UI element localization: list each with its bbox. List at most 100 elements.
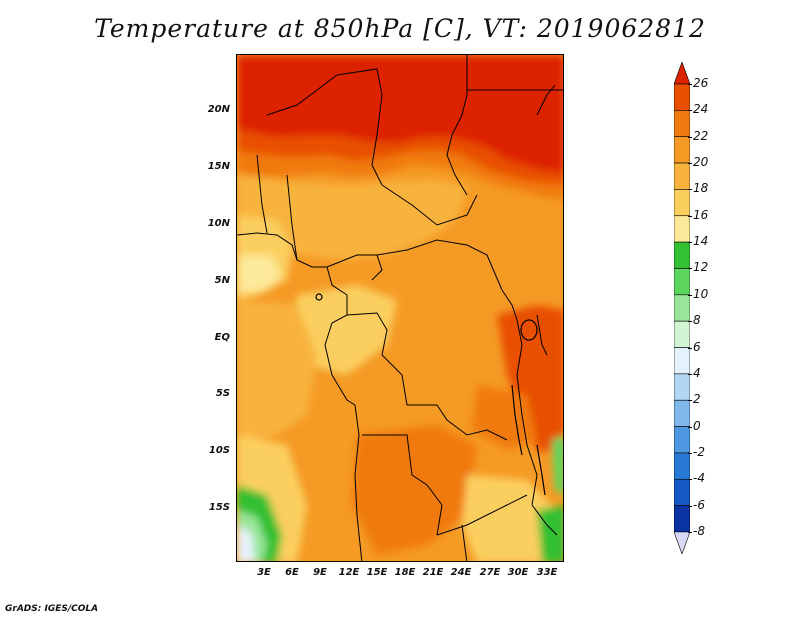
colorbar-swatch (674, 320, 690, 348)
colorbar-swatch (674, 268, 690, 296)
colorbar-tick (688, 426, 692, 428)
lat-label: 10N (207, 218, 230, 229)
field-18-20-coast (237, 300, 317, 445)
colorbar-swatch (674, 478, 690, 506)
lon-label: 15E (366, 567, 388, 578)
border-angola (362, 434, 443, 536)
lon-label: 18E (394, 567, 416, 578)
border-lakes (516, 374, 538, 506)
colorbar-tick (688, 479, 692, 481)
lat-label: 10S (208, 445, 230, 456)
colorbar-swatch (674, 505, 690, 533)
colorbar-label: -8 (693, 524, 705, 538)
lon-label: 6E (285, 567, 299, 578)
grads-credit: GrADS: IGES/COLA (5, 604, 99, 614)
colorbar-tick (688, 110, 692, 112)
border-uganda (501, 289, 523, 376)
border-car (376, 239, 503, 291)
colorbar-swatch (674, 426, 690, 454)
field-18-20-sahel (237, 175, 467, 260)
colorbar-tick (688, 136, 692, 138)
lon-label: 24E (450, 567, 472, 578)
colorbar-label: 26 (693, 76, 709, 90)
colorbar-tick (688, 163, 692, 165)
colorbar-label: 20 (693, 155, 709, 170)
colorbar-swatch (674, 452, 690, 480)
country-borders (237, 55, 563, 561)
colorbar-label: 0 (693, 418, 701, 433)
lat-label: 20N (207, 104, 230, 115)
colorbar-tick (688, 242, 692, 244)
border-sahel (381, 184, 478, 226)
field-22-south (352, 425, 477, 555)
colorbar-swatch (674, 189, 690, 217)
colorbar-swatch (674, 83, 690, 111)
lat-label: 15S (208, 502, 230, 513)
colorbar-tick (688, 347, 692, 349)
lon-label: 27E (479, 567, 501, 578)
lat-label: 15N (207, 161, 230, 172)
border-west-1 (256, 154, 268, 234)
colorbar-tick (688, 215, 692, 217)
colorbar-label: -6 (693, 497, 705, 512)
border-north-west (266, 74, 338, 116)
colorbar-label: 12 (693, 260, 709, 275)
lon-label: 33E (536, 567, 558, 578)
colorbar-label: 8 (693, 313, 701, 328)
colorbar-swatch (674, 294, 690, 322)
lat-label: 5N (214, 275, 230, 286)
colorbar-label: 18 (693, 181, 709, 196)
lake-small-1 (315, 293, 323, 301)
colorbar-swatch (674, 110, 690, 138)
colorbar-label: 2 (693, 392, 701, 407)
temperature-map (236, 54, 564, 562)
field-6-8-sw (237, 525, 255, 561)
colorbar-tick (688, 452, 692, 454)
field-24-east (497, 305, 563, 455)
colorbar-tick (688, 373, 692, 375)
colorbar-tick (688, 294, 692, 296)
lat-label: 5S (215, 388, 230, 399)
lon-label: 9E (313, 567, 327, 578)
colorbar-swatch (674, 373, 690, 401)
border-congo (346, 312, 408, 406)
colorbar-tick (688, 532, 692, 533)
coast-redsea (536, 84, 556, 116)
colorbar-label: 14 (693, 234, 709, 249)
border-drc-south (407, 404, 508, 441)
colorbar-label: -4 (693, 471, 705, 486)
border-north-1 (336, 68, 383, 186)
colorbar-swatch (674, 162, 690, 190)
colorbar-label: 10 (693, 286, 709, 301)
field-26 (237, 55, 563, 173)
colorbar-tick (688, 321, 692, 323)
colorbar-tick (688, 400, 692, 402)
lake-malawi (536, 444, 546, 496)
border-mozambique (531, 504, 558, 536)
field-14-16-west (237, 255, 282, 293)
colorbar-label: 16 (693, 207, 709, 222)
border-south (461, 524, 468, 561)
lakes (315, 293, 546, 496)
field-16-18-congo (292, 285, 397, 375)
colorbar-swatch (674, 399, 690, 427)
coastline-southwest (354, 404, 363, 561)
colorbar (674, 62, 690, 554)
colorbar-tick (688, 505, 692, 507)
lat-label: EQ (214, 332, 230, 343)
colorbar-swatch (674, 347, 690, 375)
field-12-14-se (537, 505, 563, 561)
colorbar-swatch (674, 136, 690, 164)
colorbar-label: 24 (693, 102, 709, 117)
lake-tanganyika (511, 384, 523, 456)
coastline-west (237, 232, 356, 406)
colorbar-tick (688, 189, 692, 191)
lon-label: 12E (338, 567, 360, 578)
temperature-field (237, 55, 563, 561)
lon-label: 21E (422, 567, 444, 578)
border-west-2 (286, 174, 298, 261)
colorbar-label: -2 (693, 444, 705, 459)
colorbar-top-arrow (674, 62, 690, 85)
border-north-2 (446, 55, 468, 196)
border-zambia (436, 494, 528, 536)
